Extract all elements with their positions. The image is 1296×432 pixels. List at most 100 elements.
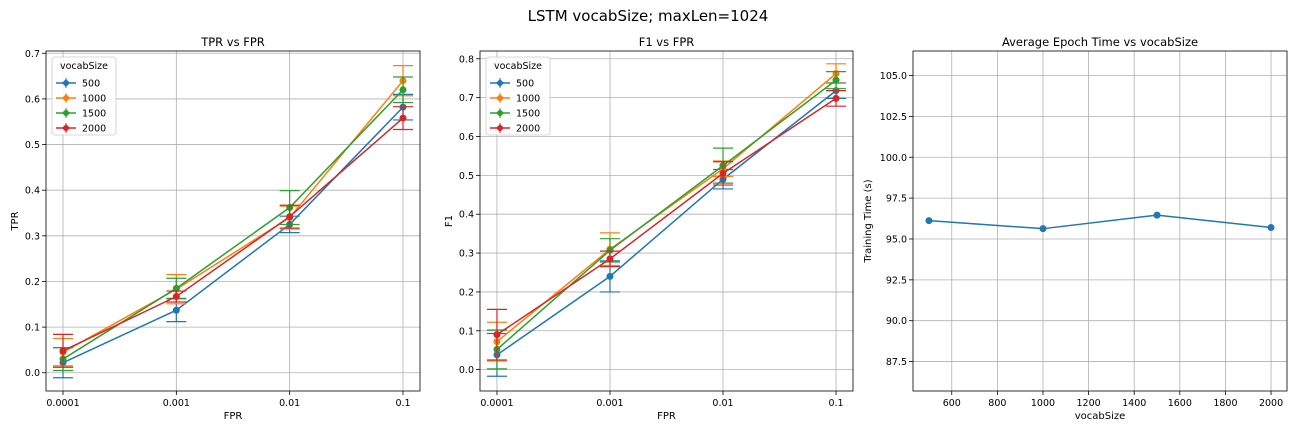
legend-entry: 2000 (490, 123, 540, 135)
x-tick-label: 0.1 (395, 398, 410, 409)
x-axis-label: FPR (657, 411, 676, 422)
y-tick-label: 0.7 (25, 49, 40, 60)
legend-label: 2000 (82, 124, 106, 135)
y-tick-label: 0.2 (25, 277, 40, 288)
y-tick-label: 87.5 (886, 357, 907, 368)
data-point (1267, 224, 1275, 232)
data-point (399, 86, 407, 94)
x-tick-label: 0.0001 (46, 398, 79, 409)
y-tick-label: 0.1 (459, 326, 474, 337)
x-axis-label: vocabSize (1075, 411, 1126, 422)
data-point (1039, 225, 1047, 233)
y-tick-label: 95.0 (886, 234, 907, 245)
series-2000 (53, 106, 413, 368)
data-point (606, 255, 614, 263)
legend-entry: 1000 (490, 93, 540, 105)
legend-label: 500 (82, 79, 100, 90)
x-tick-label: 1600 (1168, 398, 1192, 409)
y-axis-label: Training Time (s) (863, 179, 874, 263)
x-tick-label: 600 (943, 398, 961, 409)
data-point (1153, 211, 1161, 219)
x-tick-label: 0.01 (712, 398, 733, 409)
y-axis-label: TPR (10, 211, 21, 231)
series-2000 (486, 90, 847, 361)
chart-tpr-vs-fpr: 0.0001 0.001 0.01 0.1 0.0 0.1 0.2 0.3 0.4 0.5 0.6 0… (10, 35, 421, 422)
legend-marker (62, 109, 70, 117)
data-point (606, 272, 614, 280)
legend-label: 1000 (516, 94, 540, 105)
y-tick-label: 92.5 (886, 275, 907, 286)
chart-f1-vs-fpr: 0.0001 0.001 0.01 0.1 0.0 0.1 0.2 0.3 0.4 0.5 0.6 0… (444, 35, 854, 422)
legend-box (51, 56, 117, 136)
data-point (925, 217, 933, 225)
y-tick-label: 100.0 (880, 153, 907, 164)
series-line (496, 97, 837, 336)
y-tick-label: 0.3 (25, 231, 40, 242)
y-tick-label: 0.2 (459, 287, 474, 298)
x-tick-label: 0.1 (828, 398, 843, 409)
y-tick-label: 90.0 (886, 316, 907, 327)
series-main (925, 211, 1275, 233)
y-tick-label: 0.6 (459, 132, 474, 143)
x-tick-label: 0.001 (596, 398, 623, 409)
data-point (719, 169, 727, 177)
y-axis-label: F1 (444, 215, 455, 227)
x-tick-label: 0.01 (279, 398, 300, 409)
legend-title: vocabSize (60, 61, 108, 72)
legend-title: vocabSize (494, 61, 542, 72)
chart-title: TPR vs FPR (200, 35, 265, 49)
series-line (496, 72, 837, 343)
data-point (832, 94, 840, 102)
data-point (832, 76, 840, 84)
axes-frame (912, 50, 1288, 392)
y-tick-label: 102.5 (880, 112, 907, 123)
x-tick-label: 0.0001 (480, 398, 513, 409)
x-tick-label: 2000 (1259, 398, 1283, 409)
series-line (62, 117, 404, 352)
series-line (62, 106, 404, 364)
y-tick-label: 0.5 (25, 140, 40, 151)
series-line (496, 90, 837, 356)
legend: vocabSize 500 1000 1500 2000 (485, 56, 551, 136)
x-tick-label: 800 (988, 398, 1006, 409)
data-point (59, 347, 67, 355)
y-tick-label: 0.7 (459, 93, 474, 104)
x-tick-label: 1400 (1122, 398, 1146, 409)
y-tick-label: 0.5 (459, 171, 474, 182)
data-point (493, 331, 501, 339)
figure-suptitle: LSTM vocabSize; maxLen=1024 (528, 7, 769, 25)
legend-box (485, 56, 551, 136)
legend-marker (496, 79, 504, 87)
y-tick-label: 0.4 (459, 210, 474, 221)
chart-title: Average Epoch Time vs vocabSize (1002, 35, 1198, 49)
data-point (606, 246, 614, 254)
y-tick-label: 0.0 (25, 368, 40, 379)
legend-marker (496, 109, 504, 117)
legend-entry: 1000 (56, 93, 106, 105)
data-point (286, 213, 294, 221)
y-tick-label: 97.5 (886, 194, 907, 205)
x-axis-label: FPR (224, 411, 243, 422)
legend-marker (496, 124, 504, 132)
series-line (496, 79, 837, 350)
legend-label: 1000 (82, 94, 106, 105)
legend-label: 1500 (82, 109, 106, 120)
legend-marker (496, 94, 504, 102)
data-point (172, 306, 180, 314)
y-tick-label: 105.0 (880, 71, 907, 82)
y-tick-label: 0.6 (25, 94, 40, 105)
legend-entry: 2000 (56, 123, 106, 135)
legend-marker (62, 94, 70, 102)
legend-entry: 1500 (56, 108, 106, 120)
x-tick-label: 1000 (1031, 398, 1055, 409)
y-tick-label: 0.3 (459, 249, 474, 260)
legend-entry: 500 (56, 78, 100, 90)
y-tick-label: 0.1 (25, 323, 40, 334)
x-tick-label: 1200 (1077, 398, 1101, 409)
legend-label: 500 (516, 79, 534, 90)
legend: vocabSize 500 1000 1500 2000 (51, 56, 117, 136)
data-point (172, 293, 180, 301)
series-line (928, 214, 1272, 230)
legend-entry: 1500 (490, 108, 540, 120)
